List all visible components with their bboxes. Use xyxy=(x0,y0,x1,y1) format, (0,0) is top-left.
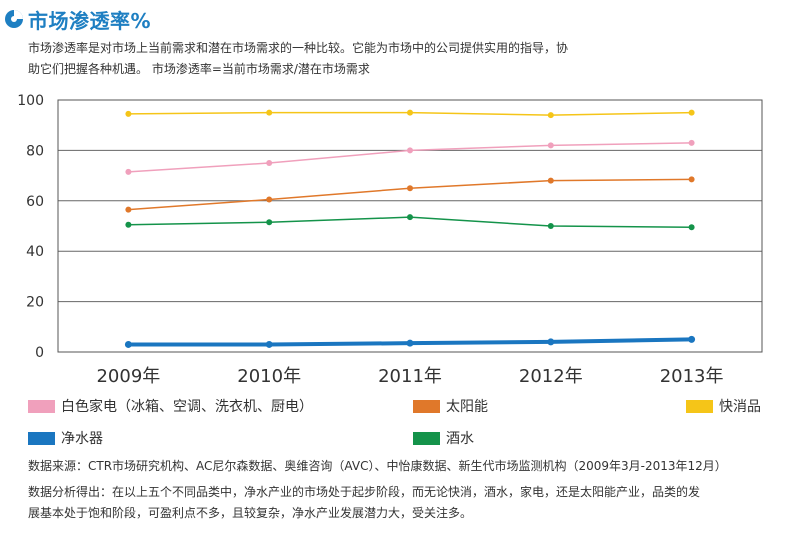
chart-notes: 数据来源：CTR市场研究机构、AC尼尔森数据、奥维咨询（AVC）、中怡康数据、新… xyxy=(28,456,788,524)
y-tick-label-100: 100 xyxy=(17,93,44,109)
intro-line-2: 助它们把握各种机遇。 市场渗透率=当前市场需求/潜在市场需求 xyxy=(28,62,370,76)
series-2-point-2 xyxy=(407,185,413,192)
plot-frame xyxy=(57,99,763,353)
series-3-point-3 xyxy=(547,223,554,229)
y-tick-label-20: 20 xyxy=(26,295,44,311)
legend-swatch-liquor xyxy=(413,431,440,445)
legend-label-solar: 太阳能 xyxy=(446,399,488,415)
series-3-point-1 xyxy=(266,219,273,226)
legend-label-white-appliance: 白色家电（冰箱、空调、洗衣机、厨电） xyxy=(61,399,313,415)
series-4-point-4 xyxy=(688,335,696,343)
series-3-point-4 xyxy=(688,224,695,231)
pie-chart-icon xyxy=(5,10,23,28)
chart-legend: 白色家电（冰箱、空调、洗衣机、厨电） 太阳能 快消品 净水器 酒水 xyxy=(0,396,789,448)
legend-swatch-solar xyxy=(413,399,440,413)
legend-label-water-purifier: 净水器 xyxy=(61,431,103,447)
intro-text: 市场渗透率是对市场上当前需求和潜在市场需求的一种比较。它能为市场中的公司提供实用… xyxy=(28,38,668,80)
series-2-point-1 xyxy=(266,196,273,203)
legend-label-liquor: 酒水 xyxy=(446,431,474,447)
data-source-text: 数据来源：CTR市场研究机构、AC尼尔森数据、奥维咨询（AVC）、中怡康数据、新… xyxy=(28,459,727,473)
x-tick-label-0: 2009年 xyxy=(96,366,160,386)
x-tick-label-4: 2013年 xyxy=(660,366,724,386)
x-tick-label-2: 2011年 xyxy=(378,366,442,386)
legend-label-fmcg: 快消品 xyxy=(719,399,761,415)
series-1-point-3 xyxy=(547,142,554,149)
series-1-point-2 xyxy=(407,147,413,154)
y-tick-label-0: 0 xyxy=(35,345,44,361)
series-3-point-0 xyxy=(125,221,132,228)
series-4-point-1 xyxy=(265,340,273,348)
line-chart: 0 20 40 60 80 100 2009年 2010年 2011年 2012年 2013年 xyxy=(17,93,763,386)
section-header: 市场渗透率% xyxy=(4,6,152,33)
legend-swatch-fmcg xyxy=(686,399,713,413)
legend-swatch-water-purifier xyxy=(28,431,55,445)
analysis-line-2: 展基本处于饱和阶段，可盈利点不多，且较复杂，净水产业发展潜力大，受关注多。 xyxy=(28,506,473,520)
legend-item-fmcg: 快消品 xyxy=(686,396,761,416)
series-1-point-1 xyxy=(266,160,273,166)
page-title: 市场渗透率% xyxy=(28,8,152,33)
series-2-point-3 xyxy=(547,177,554,184)
intro-line-1: 市场渗透率是对市场上当前需求和潜在市场需求的一种比较。它能为市场中的公司提供实用… xyxy=(28,41,569,55)
series-0-point-4 xyxy=(688,109,695,116)
y-tick-label-80: 80 xyxy=(26,143,44,159)
series-3-point-2 xyxy=(407,214,413,221)
legend-item-liquor: 酒水 xyxy=(413,428,474,448)
series-0-point-3 xyxy=(547,112,554,119)
series-2-point-4 xyxy=(688,176,695,183)
series-4-point-3 xyxy=(547,338,555,346)
series-line-2 xyxy=(128,178,692,211)
legend-item-solar: 太阳能 xyxy=(413,396,488,416)
y-tick-label-40: 40 xyxy=(26,244,44,260)
x-tick-label-1: 2010年 xyxy=(237,366,301,386)
series-2-point-0 xyxy=(125,206,132,213)
series-0-point-1 xyxy=(266,109,273,116)
analysis-line-1: 数据分析得出：在以上五个不同品类中，净水产业的市场处于起步阶段，而无论快消，酒水… xyxy=(28,485,701,499)
series-4-point-2 xyxy=(406,339,414,347)
legend-item-white-appliance: 白色家电（冰箱、空调、洗衣机、厨电） xyxy=(28,396,313,416)
series-1-point-4 xyxy=(688,139,695,146)
y-tick-label-60: 60 xyxy=(26,194,44,210)
series-line-1 xyxy=(128,142,692,173)
series-0-point-0 xyxy=(125,110,132,117)
legend-item-water-purifier: 净水器 xyxy=(28,428,103,448)
series-1-point-0 xyxy=(125,168,132,175)
legend-swatch-white-appliance xyxy=(28,399,55,413)
series-4-point-0 xyxy=(124,340,132,348)
series-0-point-2 xyxy=(407,109,413,116)
x-tick-label-3: 2012年 xyxy=(519,366,583,386)
